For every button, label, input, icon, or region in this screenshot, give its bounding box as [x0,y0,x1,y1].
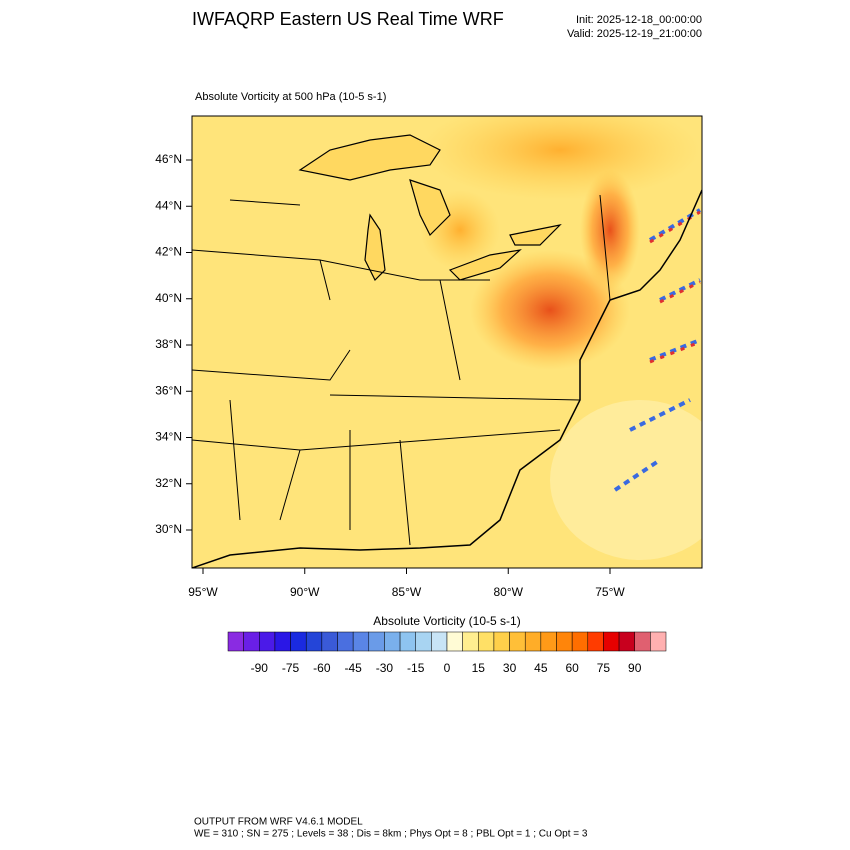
footer-line: WE = 310 ; SN = 275 ; Levels = 38 ; Dis … [194,829,588,840]
lat-label: 36°N [155,383,182,397]
colorbar-tick-label: 60 [565,661,579,675]
colorbar-box [305,631,323,652]
colorbar-box [634,631,651,652]
footer-line: OUTPUT FROM WRF V4.6.1 MODEL [194,817,363,828]
lat-label: 38°N [155,337,182,351]
init-time: Init: 2025-12-18_00:00:00 [576,14,702,26]
colorbar-box [227,631,244,652]
colorbar-box [587,631,604,652]
colorbar-box [415,631,432,652]
colorbar-tick-label: -75 [282,661,300,675]
lat-label: 34°N [155,430,182,444]
subtitle: Absolute Vorticity at 500 hPa (10-5 s-1) [195,91,386,103]
colorbar-box [243,631,260,652]
colorbar-box [259,631,276,652]
colorbar-tick-label: 0 [444,661,451,675]
colorbar-tick-label: -60 [313,661,331,675]
lat-label: 30°N [155,522,182,536]
colorbar-tick-label: -15 [407,661,425,675]
colorbar-box [556,631,573,652]
colorbar-tick-label: 75 [597,661,611,675]
lon-label: 80°W [494,585,524,599]
colorbar-box [352,631,370,652]
colorbar-box [478,631,495,652]
colorbar-tick-label: 90 [628,661,642,675]
map [192,116,702,568]
lon-label: 95°W [188,585,218,599]
colorbar-tick-label: -90 [251,661,269,675]
lon-label: 85°W [392,585,422,599]
colorbar-box [431,631,448,652]
colorbar-box [493,631,510,652]
colorbar-box [384,631,401,652]
lat-label: 40°N [155,291,182,305]
colorbar-box [399,631,416,652]
colorbar-box [603,631,620,652]
lon-label: 90°W [290,585,320,599]
colorbar-tick-label: 15 [472,661,486,675]
colorbar-box [524,631,542,652]
colorbar-tick-label: -45 [344,661,362,675]
colorbar-tick-label: -30 [376,661,394,675]
valid-time: Valid: 2025-12-19_21:00:00 [567,28,702,40]
lat-label: 42°N [155,245,182,259]
colorbar-box [618,631,635,652]
colorbar-box [274,631,291,652]
colorbar-box [462,631,479,652]
lat-label: 44°N [155,198,182,212]
colorbar-box [446,631,463,652]
colorbar-box [337,631,354,652]
colorbar-tick-label: 45 [534,661,548,675]
colorbar-title: Absolute Vorticity (10-5 s-1) [373,614,520,628]
colorbar-box [571,631,589,652]
lat-label: 46°N [155,152,182,166]
colorbar-box [509,631,526,652]
map-frame [191,115,703,569]
colorbar-tick-label: 30 [503,661,517,675]
title: IWFAQRP Eastern US Real Time WRF [192,9,504,29]
colorbar-box [650,631,667,652]
colorbar-box [368,631,385,652]
colorbar-box [540,631,557,652]
colorbar-box [290,631,307,652]
lat-label: 32°N [155,476,182,490]
lon-label: 75°W [595,585,625,599]
colorbar-box [321,631,338,652]
